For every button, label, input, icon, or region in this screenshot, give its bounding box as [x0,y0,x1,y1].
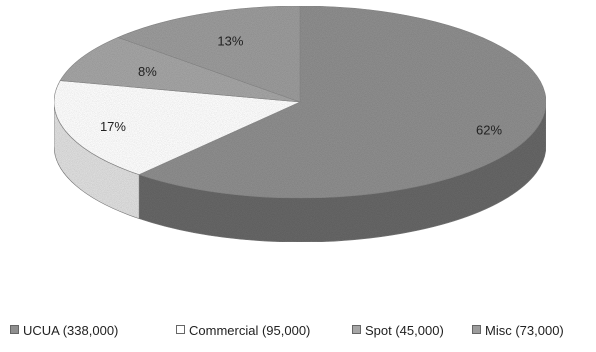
pie-slice-misc [117,5,301,103]
pie-label-spot: 8% [138,64,157,79]
pie-slice-spot [59,37,301,103]
pie-label-ucua: 62% [476,122,502,137]
legend-label-misc: Misc (73,000) [485,323,564,338]
legend-label-commercial: Commercial (95,000) [189,323,311,338]
legend-swatch-ucua [10,325,19,334]
legend-swatch-commercial [176,325,185,334]
pie-slice-ucua [138,5,547,199]
legend-label-ucua: UCUA (338,000) [23,323,119,338]
pie-label-commercial: 17% [100,119,126,134]
legend-item-spot: Spot (45,000) [352,322,444,340]
legend-swatch-spot [352,325,361,334]
legend-swatch-misc [472,325,481,334]
pie-slice-commercial [53,80,302,175]
legend: UCUA (338,000) Commercial (95,000) Spot … [0,322,596,346]
legend-item-ucua: UCUA (338,000) [10,322,118,340]
legend-item-commercial: Commercial (95,000) [176,322,310,340]
legend-label-spot: Spot (45,000) [365,323,444,338]
legend-item-misc: Misc (73,000) [472,322,564,340]
pie-label-misc: 13% [217,34,243,49]
